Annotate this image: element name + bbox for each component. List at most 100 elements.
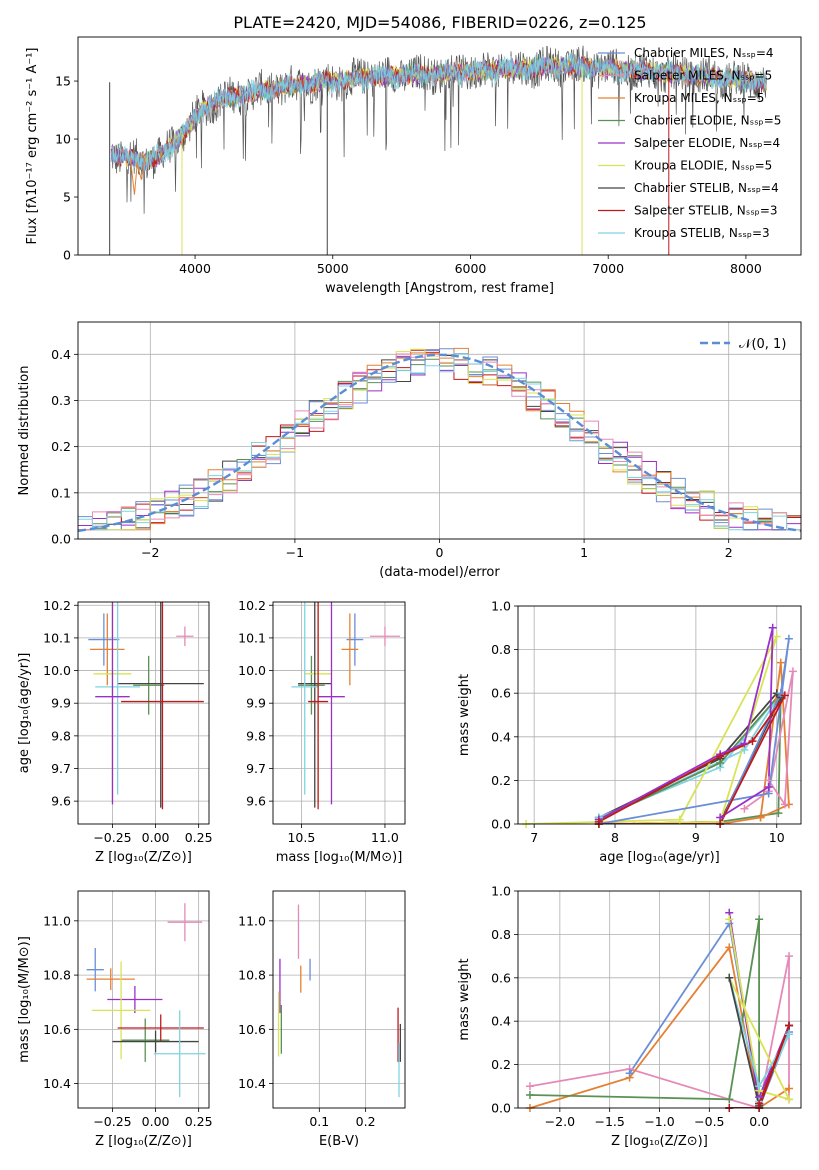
spectrum-legend-label: Chabrier STELIB, Nₛₛₚ=4	[634, 181, 779, 195]
residuals-x-tick-label: 0	[436, 545, 444, 560]
mass-weight-vs-Z-point-marker	[755, 915, 764, 924]
mass-weight-vs-age-point-marker	[774, 809, 783, 818]
mass-weight-vs-age-point-marker	[784, 634, 793, 643]
age-vs-Z-y-tick-label: 10.0	[43, 663, 71, 678]
gaussian-curve	[78, 353, 801, 533]
mass-weight-vs-age-x-tick-label: 7	[530, 830, 538, 845]
mass-weight-vs-age-point-marker	[756, 813, 765, 822]
mass-weight-vs-Z-point-marker	[725, 943, 734, 952]
age-vs-Z-x-axis-label: Z [log₁₀(Z/Z⊙)]	[95, 850, 192, 865]
mass-weight-vs-age-series-3	[598, 627, 774, 821]
figure-title: PLATE=2420, MJD=54086, FIBERID=0226, z=0…	[233, 13, 646, 32]
mass-weight-vs-Z-point-marker	[785, 1021, 794, 1030]
age-vs-Z-x-tick-label: 0.00	[142, 830, 170, 845]
spectrum-y-axis-label: Flux [fλ10⁻¹⁷ erg cm⁻² s⁻¹ A⁻¹]	[25, 48, 40, 245]
mass-weight-vs-age-point-marker	[788, 667, 797, 676]
mass-weight-vs-age-point-marker	[780, 800, 789, 809]
mass-weight-vs-Z-frame	[517, 890, 802, 1109]
age-vs-Z-frame	[77, 601, 210, 825]
spectrum-y-tick-label: 10	[55, 132, 71, 147]
mass-vs-EBV-y-tick-label: 10.4	[238, 1076, 266, 1091]
age-vs-mass-y-tick-label: 10.2	[238, 598, 266, 613]
spectrum-plot-area	[109, 45, 767, 255]
age-vs-Z-x-tick-label: −0.25	[93, 830, 131, 845]
age-vs-mass-y-tick-label: 9.6	[246, 794, 266, 809]
mass-weight-vs-Z-point-marker	[785, 1084, 794, 1093]
spectrum-x-axis-label: wavelength [Angstrom, rest frame]	[325, 281, 554, 296]
mass-weight-vs-Z-y-axis-label: mass weight	[457, 958, 472, 1040]
mass-weight-vs-Z-series-8	[529, 955, 790, 1108]
mass-weight-vs-Z-point-marker	[525, 1090, 534, 1099]
mass-vs-Z-y-axis-label: mass [log₁₀(M/M⊙)]	[17, 936, 32, 1063]
mass-weight-vs-Z-point-marker	[625, 1069, 634, 1078]
spectrum-legend-label: Kroupa STELIB, Nₛₛₚ=3	[634, 226, 770, 240]
mass-weight-vs-Z-point-marker	[525, 1082, 534, 1091]
mass-weight-vs-age-y-tick-label: 0.8	[491, 642, 511, 657]
spectrum-legend-label: Salpeter ELODIE, Nₛₛₚ=4	[634, 136, 780, 150]
mass-weight-vs-Z-x-tick-label: −1.5	[594, 1114, 624, 1129]
residuals-legend-label: 𝒩(0, 1)	[739, 337, 786, 352]
mass-weight-vs-age-point-marker	[675, 815, 684, 824]
age-vs-mass-x-tick-label: 11.0	[371, 830, 399, 845]
mass-weight-vs-age-x-axis-label: age [log₁₀(age/yr)]	[599, 850, 720, 865]
mass-weight-vs-age-y-tick-label: 0.6	[491, 686, 511, 701]
residuals-plot-area	[78, 322, 801, 539]
mass-weight-vs-Z-x-axis-label: Z [log₁₀(Z/Z⊙)]	[611, 1134, 708, 1149]
residuals-y-tick-label: 0.1	[51, 485, 71, 500]
spectrum-legend-label: Chabrier ELODIE, Nₛₛₚ=5	[634, 114, 781, 128]
mass-vs-Z-y-tick-label: 11.0	[43, 913, 71, 928]
age-vs-Z-y-tick-label: 10.1	[43, 630, 71, 645]
mass-weight-vs-age-point-marker	[780, 691, 789, 700]
mass-weight-vs-age-point-marker	[764, 782, 773, 791]
mass-weight-vs-age-point-marker	[772, 632, 781, 641]
mass-weight-vs-age-frame	[517, 605, 802, 825]
residuals-y-tick-label: 0.3	[51, 393, 71, 408]
age-vs-Z-plot-area	[78, 602, 209, 824]
mass-weight-vs-age-series-0	[598, 638, 790, 824]
spectrum-legend-label: Salpeter STELIB, Nₛₛₚ=3	[634, 204, 778, 218]
mass-vs-Z-x-axis-label: Z [log₁₀(Z/Z⊙)]	[95, 1134, 192, 1149]
mass-vs-EBV-panel: 0.1 0.2 10.4 10.6 10.8 11.0 E(B-V)	[238, 890, 406, 1149]
spectrum-x-tick-label: 7000	[592, 261, 624, 276]
mass-weight-vs-Z-point-marker	[725, 915, 734, 924]
spectrum-absorption-dip	[129, 155, 146, 195]
spectrum-line-7	[110, 52, 767, 172]
mass-vs-EBV-x-axis-label: E(B-V)	[319, 1134, 359, 1149]
spectrum-y-tick-label: 15	[55, 74, 71, 89]
mass-vs-EBV-frame	[272, 890, 406, 1109]
residuals-y-tick-label: 0.4	[51, 347, 71, 362]
mass-weight-vs-age-panel: 7 8 9 10 0.0 0.2 0.4 0.6 0.8 1.0 age [log₁₀(age/yr…	[457, 599, 802, 865]
mass-weight-vs-Z-x-tick-label: −0.5	[694, 1114, 724, 1129]
age-vs-mass-x-axis-label: mass [log₁₀(M/M⊙)]	[276, 850, 403, 865]
spectrum-frame	[77, 36, 802, 256]
spectrum-x-tick-label: 8000	[730, 261, 762, 276]
age-vs-Z-y-tick-label: 10.2	[43, 598, 71, 613]
residuals-x-axis-label: (data-model)/error	[379, 565, 500, 580]
spectrum-x-tick-label: 4000	[179, 261, 211, 276]
mass-weight-vs-Z-point-marker	[755, 1099, 764, 1108]
mass-vs-Z-y-tick-label: 10.6	[43, 1022, 71, 1037]
mass-weight-vs-age-point-marker	[740, 804, 749, 813]
mass-vs-Z-x-tick-label: 0.25	[185, 1114, 213, 1129]
mass-weight-vs-age-y-tick-label: 0.2	[491, 773, 511, 788]
mass-weight-vs-age-y-axis-label: mass weight	[457, 674, 472, 756]
age-vs-Z-y-tick-label: 9.9	[51, 696, 71, 711]
residuals-y-tick-label: 0.2	[51, 439, 71, 454]
age-vs-mass-plot-area	[273, 602, 405, 824]
mass-weight-vs-Z-y-tick-label: 0.6	[491, 970, 511, 985]
mass-weight-vs-Z-panel: −2.0 −1.5 −1.0 −0.5 0.0 0.0 0.2 0.4 0.6 0.8 1.0 Z […	[457, 884, 802, 1149]
spectrum-legend-label: Kroupa ELODIE, Nₛₛₚ=5	[634, 159, 772, 173]
mass-weight-vs-Z-point-marker	[725, 1095, 734, 1104]
age-vs-Z-y-tick-label: 9.7	[51, 761, 71, 776]
mass-weight-vs-age-series-6	[598, 694, 786, 824]
mass-weight-vs-Z-y-tick-label: 0.2	[491, 1057, 511, 1072]
mass-vs-EBV-y-tick-label: 10.8	[238, 968, 266, 983]
mass-weight-vs-age-x-tick-label: 10	[769, 830, 785, 845]
mass-weight-vs-Z-x-tick-label: 0.0	[749, 1114, 769, 1129]
age-vs-mass-y-tick-label: 9.9	[246, 696, 266, 711]
mass-vs-EBV-x-tick-label: 0.2	[356, 1114, 376, 1129]
mass-weight-vs-age-y-tick-label: 0.4	[491, 729, 511, 744]
age-vs-mass-y-tick-label: 10.0	[238, 663, 266, 678]
age-vs-Z-x-tick-label: 0.25	[185, 830, 213, 845]
